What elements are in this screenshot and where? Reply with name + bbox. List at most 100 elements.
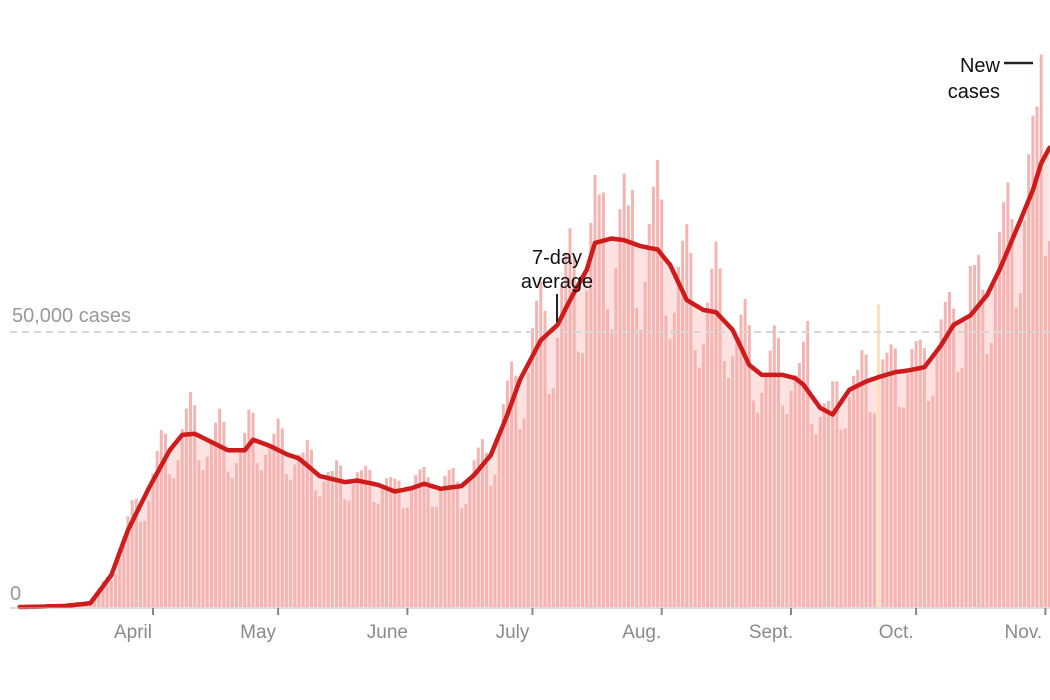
annotation-7-day-average: 7-day average	[521, 247, 593, 322]
daily-bar	[860, 350, 864, 607]
daily-bar	[818, 416, 822, 607]
daily-bar	[560, 286, 564, 607]
daily-bar	[455, 481, 459, 607]
daily-bar	[197, 460, 201, 607]
daily-bar	[802, 341, 805, 607]
daily-bar	[505, 380, 509, 607]
daily-bar	[956, 371, 960, 607]
daily-bar	[697, 367, 701, 607]
daily-bar	[447, 469, 451, 607]
daily-bar	[977, 254, 981, 608]
daily-bar	[847, 396, 851, 607]
daily-bar	[239, 451, 243, 607]
daily-bar	[105, 577, 109, 607]
x-tick-label: Nov.	[1005, 622, 1043, 643]
daily-bar	[939, 319, 943, 607]
daily-bar	[622, 173, 626, 607]
daily-bar	[610, 329, 614, 607]
daily-bar	[764, 377, 768, 607]
daily-bar	[385, 478, 388, 607]
daily-bar	[618, 209, 622, 608]
daily-bar	[343, 499, 347, 607]
daily-bar	[810, 424, 814, 607]
daily-bar	[426, 477, 430, 607]
daily-bar	[493, 474, 497, 607]
daily-bar	[643, 282, 647, 607]
annotation-new-cases: New cases	[948, 55, 1033, 103]
x-axis-ticks: April May June July Aug. Sept. Oct. Nov.	[114, 608, 1047, 643]
daily-bar	[501, 404, 505, 607]
seven-day-average-line	[17, 145, 1050, 610]
daily-bar	[998, 232, 1001, 607]
daily-bar	[568, 228, 572, 608]
daily-bar	[439, 490, 443, 607]
daily-bar	[1002, 201, 1006, 608]
daily-bar	[722, 361, 726, 607]
daily-bar	[881, 359, 885, 607]
daily-bar	[768, 350, 772, 607]
daily-bar	[614, 268, 618, 607]
daily-bar	[126, 516, 130, 607]
daily-bar	[964, 322, 968, 607]
daily-bar	[777, 338, 780, 607]
daily-bar	[943, 301, 947, 607]
x-tick-label: July	[496, 622, 530, 643]
daily-bar	[543, 310, 547, 607]
daily-bar	[689, 252, 693, 607]
daily-bar	[576, 351, 580, 607]
daily-bar	[981, 289, 985, 607]
daily-bar	[676, 266, 680, 607]
daily-bar	[430, 506, 434, 607]
daily-bar	[347, 500, 351, 607]
daily-bar	[672, 312, 676, 607]
daily-bar	[1048, 240, 1050, 607]
daily-bar	[935, 354, 939, 607]
daily-bar	[189, 392, 192, 607]
daily-bar	[701, 344, 705, 607]
daily-bar	[297, 454, 301, 607]
daily-bar	[918, 339, 922, 607]
daily-bar	[626, 205, 630, 607]
daily-bar	[193, 405, 197, 607]
daily-bar	[247, 409, 251, 607]
daily-bar	[109, 580, 113, 607]
daily-bar	[985, 354, 989, 607]
daily-bar	[793, 375, 797, 607]
daily-bar	[572, 256, 576, 607]
x-tick-label: Sept.	[749, 622, 793, 643]
daily-bar	[1039, 54, 1043, 608]
daily-bar	[164, 433, 167, 607]
daily-bar	[927, 401, 931, 607]
daily-bar	[785, 414, 789, 607]
daily-bar	[284, 474, 288, 607]
daily-bar	[556, 337, 559, 607]
daily-bar	[180, 429, 184, 607]
daily-bar	[397, 480, 401, 607]
daily-bar	[339, 465, 343, 607]
daily-bar	[122, 536, 126, 607]
y-tick-label-50000: 50,000 cases	[12, 305, 131, 327]
daily-bar	[155, 451, 159, 607]
annotation-7-day-line1: 7-day	[532, 247, 582, 269]
daily-bar	[168, 474, 172, 607]
daily-bar	[489, 485, 493, 607]
daily-bar	[139, 521, 142, 607]
x-tick-label: June	[367, 622, 408, 643]
annotation-new-cases-line1: New	[960, 55, 1001, 77]
x-tick-label: April	[114, 622, 152, 643]
daily-bar	[872, 413, 876, 607]
daily-bar	[551, 388, 555, 607]
daily-bar	[380, 488, 384, 607]
daily-bar	[864, 354, 868, 607]
daily-bar	[389, 477, 393, 607]
daily-bar	[910, 349, 914, 607]
daily-bars	[26, 54, 1050, 608]
daily-bar	[184, 408, 188, 607]
daily-bar	[472, 460, 476, 607]
daily-bar	[714, 241, 718, 607]
daily-bar	[960, 367, 964, 607]
daily-bar	[310, 449, 313, 607]
daily-bar	[172, 478, 176, 607]
daily-bar	[743, 299, 747, 607]
daily-bar	[856, 369, 860, 607]
